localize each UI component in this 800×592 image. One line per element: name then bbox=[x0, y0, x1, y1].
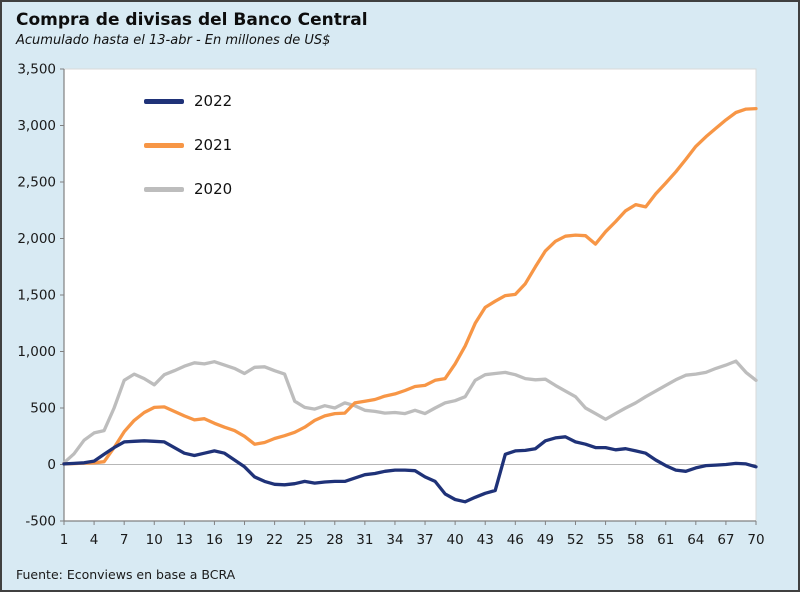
svg-text:3,000: 3,000 bbox=[17, 118, 56, 134]
legend-swatch-2022 bbox=[144, 98, 184, 104]
svg-text:34: 34 bbox=[386, 532, 403, 548]
svg-text:40: 40 bbox=[447, 532, 464, 548]
svg-text:61: 61 bbox=[657, 532, 674, 548]
svg-text:55: 55 bbox=[597, 532, 614, 548]
svg-text:2,500: 2,500 bbox=[17, 175, 56, 191]
svg-text:0: 0 bbox=[47, 457, 56, 473]
svg-text:2,000: 2,000 bbox=[17, 231, 56, 247]
svg-text:46: 46 bbox=[507, 532, 524, 548]
svg-text:28: 28 bbox=[326, 532, 343, 548]
legend-swatch-2021 bbox=[144, 142, 184, 148]
svg-text:3,500: 3,500 bbox=[17, 62, 56, 78]
svg-text:58: 58 bbox=[627, 532, 644, 548]
chart-header: Compra de divisas del Banco Central Acum… bbox=[2, 2, 798, 49]
legend-item-2020: 2020 bbox=[144, 177, 232, 201]
line-chart: -500 0 500 1,000 1,500 2,000 2,500 3,000 3,500 1 4… bbox=[17, 62, 764, 549]
svg-text:19: 19 bbox=[236, 532, 253, 548]
chart-legend: 2022 2021 2020 bbox=[144, 89, 232, 221]
svg-text:13: 13 bbox=[176, 532, 193, 548]
svg-text:67: 67 bbox=[717, 532, 734, 548]
svg-text:4: 4 bbox=[90, 532, 99, 548]
chart-area: -500 0 500 1,000 1,500 2,000 2,500 3,000 3,500 1 4… bbox=[2, 51, 798, 563]
svg-text:52: 52 bbox=[567, 532, 584, 548]
svg-text:70: 70 bbox=[747, 532, 764, 548]
svg-text:500: 500 bbox=[30, 401, 56, 417]
svg-text:16: 16 bbox=[206, 532, 223, 548]
svg-text:49: 49 bbox=[537, 532, 554, 548]
svg-text:64: 64 bbox=[687, 532, 704, 548]
legend-item-2022: 2022 bbox=[144, 89, 232, 113]
svg-text:10: 10 bbox=[146, 532, 163, 548]
svg-text:-500: -500 bbox=[25, 514, 56, 530]
chart-subtitle: Acumulado hasta el 13-abr - En millones … bbox=[16, 33, 331, 48]
legend-label-2022: 2022 bbox=[194, 92, 233, 110]
legend-swatch-2020 bbox=[144, 186, 184, 192]
svg-text:31: 31 bbox=[356, 532, 373, 548]
svg-text:43: 43 bbox=[477, 532, 494, 548]
source-note: Fuente: Econviews en base a BCRA bbox=[16, 567, 236, 582]
chart-title: Compra de divisas del Banco Central bbox=[16, 10, 368, 30]
legend-label-2021: 2021 bbox=[194, 136, 233, 154]
svg-text:22: 22 bbox=[266, 532, 283, 548]
legend-label-2020: 2020 bbox=[194, 180, 233, 198]
svg-text:7: 7 bbox=[120, 532, 129, 548]
svg-text:37: 37 bbox=[416, 532, 433, 548]
svg-text:25: 25 bbox=[296, 532, 313, 548]
svg-text:1: 1 bbox=[60, 532, 69, 548]
svg-text:1,500: 1,500 bbox=[17, 288, 56, 304]
legend-item-2021: 2021 bbox=[144, 133, 232, 157]
svg-text:1,000: 1,000 bbox=[17, 344, 56, 360]
